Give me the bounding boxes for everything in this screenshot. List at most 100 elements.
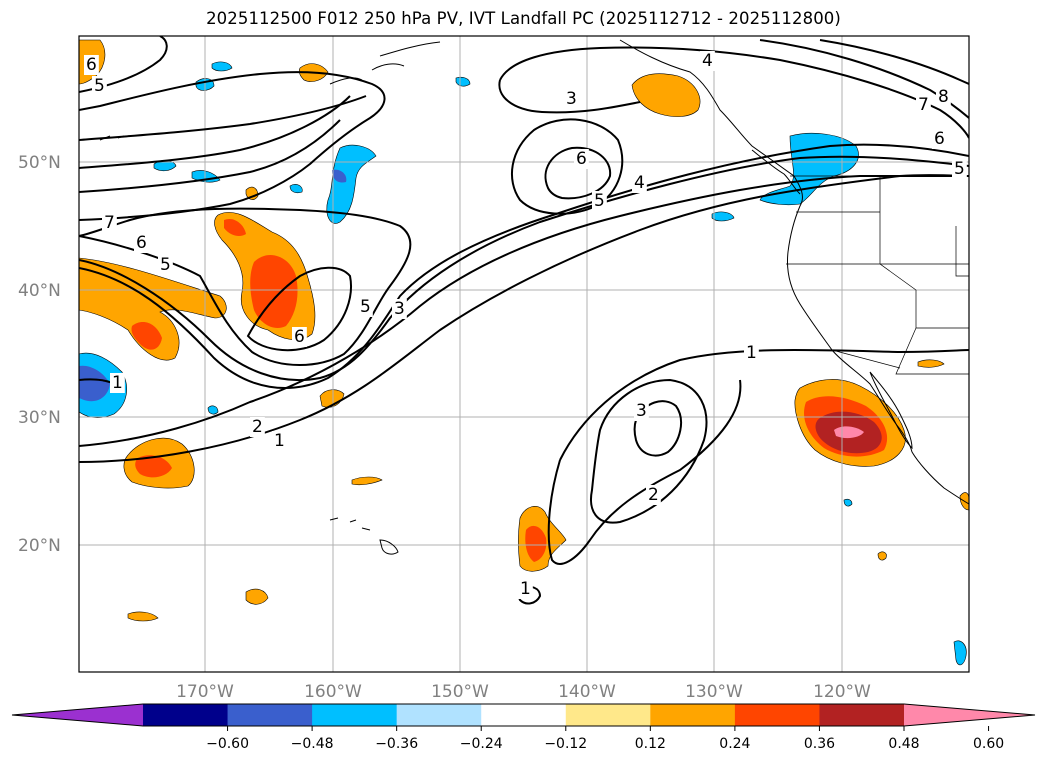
pv-strong-positive-region <box>135 455 172 478</box>
lon-label: 150°W <box>431 682 489 702</box>
colorbar-tick-label: 0.24 <box>719 736 750 752</box>
colorbar-tick-label: −0.60 <box>206 736 249 752</box>
colorbar: −0.60 −0.48 −0.36 −0.24 −0.12 0.12 0.24 0.36 0.4… <box>11 703 1036 752</box>
contour-line <box>79 95 367 141</box>
pv-negative-region <box>289 184 303 194</box>
pv-negative-region <box>843 498 853 507</box>
contour-label-halo <box>632 173 647 193</box>
contour-label-halo <box>272 431 287 451</box>
contour-label-halo <box>916 95 931 115</box>
longitude-labels: 170°W 160°W 150°W 140°W 130°W 120°W <box>176 682 871 702</box>
contour-label-halo <box>292 327 307 347</box>
pv-strong-positive-region <box>131 322 162 350</box>
contour-label: 4 <box>702 51 713 71</box>
pv-negative-region <box>953 640 967 666</box>
colorbar-tick-label: 0.60 <box>973 736 1004 752</box>
contour-label-halo <box>92 76 107 96</box>
contour-label-halo <box>134 233 149 253</box>
contour-label-halo <box>358 297 373 317</box>
contour-label-halo <box>518 579 533 599</box>
contour-label-halo <box>932 129 947 149</box>
contour-label: 3 <box>566 89 577 109</box>
contour-line <box>759 39 969 119</box>
contour-label: 6 <box>136 233 147 253</box>
colorbar-segment <box>143 704 229 726</box>
contour-label: 2 <box>252 417 263 437</box>
colorbar-tick-label: −0.36 <box>375 736 418 752</box>
map-area: 6 5 7 6 5 4 3 6 5 4 8 7 6 5 5 3 6 1 3 1 … <box>79 36 969 672</box>
colorbar-segment <box>481 704 567 726</box>
contour-line <box>590 378 708 524</box>
contour-line <box>79 71 386 221</box>
pv-negative-region <box>326 144 377 224</box>
contour-line <box>79 143 969 389</box>
contour-label: 1 <box>520 579 531 599</box>
contour-label-halo <box>744 343 759 363</box>
pv-positive-region <box>877 551 887 561</box>
contour-label: 7 <box>918 95 929 115</box>
pv-positive-region <box>79 257 227 361</box>
contour-label-halo <box>646 485 661 505</box>
pv-strong-negative-region <box>332 169 347 183</box>
map-frame <box>78 35 970 673</box>
pv-shading <box>79 39 969 666</box>
latitude-labels: 50°N 40°N 30°N 20°N <box>18 153 61 556</box>
colorbar-segment <box>396 704 482 726</box>
lat-label: 20°N <box>18 536 61 556</box>
map-title: 2025112500 F012 250 hPa PV, IVT Landfall… <box>206 9 841 28</box>
contour-label-halo <box>110 373 125 393</box>
contour-label: 7 <box>104 213 115 233</box>
pv-strong-positive-region <box>224 218 246 236</box>
lon-label: 130°W <box>685 682 743 702</box>
contour-label: 5 <box>160 255 171 275</box>
lat-label: 30°N <box>18 408 61 428</box>
contour-label-halo <box>84 55 99 75</box>
colorbar-tick-label: −0.48 <box>291 736 334 752</box>
pv-strong-negative-region <box>79 365 110 402</box>
colorbar-segment <box>227 704 313 726</box>
pv-positive-region <box>127 611 159 622</box>
colorbar-tick-label: 0.12 <box>635 736 666 752</box>
colorbar-tick-label: 0.36 <box>804 736 835 752</box>
colorbar-segment <box>565 704 651 726</box>
colorbar-outline <box>11 703 1036 727</box>
north-america-coast <box>619 39 969 505</box>
contour-line <box>79 174 969 463</box>
pv-positive-region <box>917 359 945 368</box>
contour-label: 5 <box>594 191 605 211</box>
contour-label: 2 <box>648 485 659 505</box>
contour-label: 3 <box>636 401 647 421</box>
colorbar-tick-label: −0.24 <box>460 736 503 752</box>
lat-label: 40°N <box>18 281 61 301</box>
contour-label-halo <box>700 51 715 71</box>
contour-line <box>544 146 612 200</box>
contour-label-halo <box>102 213 117 233</box>
contour-label-halo <box>250 417 265 437</box>
contour-label: 1 <box>274 431 285 451</box>
contour-label: 5 <box>360 297 371 317</box>
contour-label-halo <box>936 87 951 107</box>
contour-line <box>79 175 969 447</box>
lon-label: 120°W <box>813 682 871 702</box>
pv-strong-positive-region <box>525 525 547 562</box>
pv-negative-region <box>759 132 859 206</box>
contour-line <box>79 95 351 169</box>
contour-label: 6 <box>576 149 587 169</box>
pv-negative-region <box>711 211 735 222</box>
colorbar-segment <box>819 704 905 726</box>
contour-label: 5 <box>94 76 105 96</box>
colorbar-extend-max <box>904 704 1035 726</box>
gridlines <box>79 36 969 672</box>
colorbar-segment <box>734 704 820 726</box>
pv-negative-region <box>211 61 233 72</box>
contour-line <box>79 155 969 382</box>
pv-strong-positive-region <box>250 254 298 329</box>
contour-label-halo <box>574 149 589 169</box>
lon-label: 160°W <box>304 682 362 702</box>
contour-line <box>819 39 969 85</box>
contour-line <box>510 118 624 215</box>
colorbar-segment <box>650 704 736 726</box>
contour-label: 6 <box>86 55 97 75</box>
contour-line <box>246 266 352 352</box>
contour-label: 4 <box>634 173 645 193</box>
